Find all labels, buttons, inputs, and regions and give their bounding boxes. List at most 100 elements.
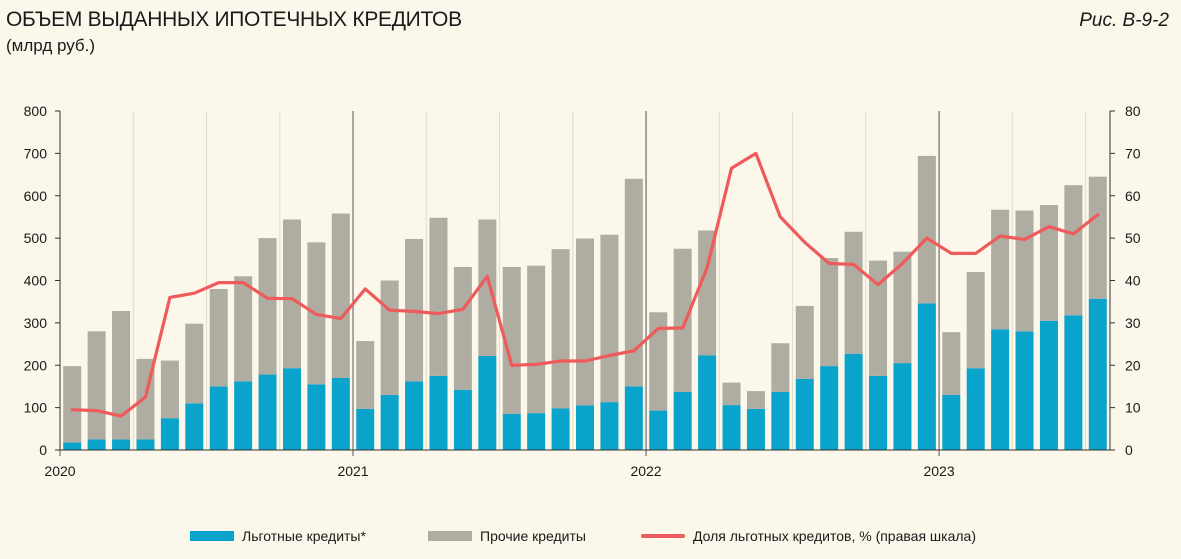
bar-preferential	[966, 368, 985, 450]
right-tick-label: 50	[1125, 230, 1141, 246]
bar-preferential	[282, 368, 301, 450]
legend-label-other: Прочие кредиты	[480, 528, 586, 544]
bar-other	[209, 288, 228, 387]
bar-preferential	[600, 402, 619, 450]
bar-other	[185, 323, 204, 404]
bar-other	[722, 382, 741, 406]
legend-swatch-preferential	[190, 531, 234, 541]
left-tick-label: 700	[24, 145, 48, 161]
bar-other	[160, 360, 179, 419]
bar-other	[673, 248, 692, 392]
bar-preferential	[820, 366, 839, 450]
left-tick-label: 600	[24, 188, 48, 204]
bar-preferential	[502, 413, 521, 450]
bar-preferential	[185, 403, 204, 450]
x-tick-label: 2021	[337, 463, 368, 479]
bar-preferential	[991, 329, 1010, 450]
bar-preferential	[331, 377, 350, 450]
bar-preferential	[1088, 298, 1107, 450]
legend-item-preferential: Льготные кредиты*	[190, 524, 366, 548]
legend-swatch-other	[428, 531, 472, 541]
bar-other	[380, 280, 399, 395]
bar-other	[600, 234, 619, 403]
bar-preferential	[160, 418, 179, 450]
bar-preferential	[1015, 331, 1034, 450]
left-tick-label: 0	[39, 442, 47, 458]
bar-other	[63, 366, 82, 443]
bar-preferential	[698, 355, 717, 450]
bar-other	[991, 209, 1010, 330]
bar-other	[453, 266, 472, 390]
right-tick-label: 30	[1125, 315, 1141, 331]
bar-preferential	[624, 386, 643, 450]
bar-preferential	[63, 442, 82, 450]
bar-other	[331, 213, 350, 378]
bar-other	[478, 219, 497, 356]
left-tick-label: 100	[24, 400, 48, 416]
bar-preferential	[478, 355, 497, 450]
left-tick-label: 500	[24, 230, 48, 246]
bar-other	[917, 155, 936, 304]
bar-preferential	[673, 391, 692, 450]
bar-other	[282, 219, 301, 369]
bar-preferential	[258, 374, 277, 450]
left-tick-label: 800	[24, 103, 48, 119]
legend-item-share: Доля льготных кредитов, % (правая шкала)	[641, 524, 976, 548]
right-tick-label: 80	[1125, 103, 1141, 119]
bar-preferential	[722, 405, 741, 450]
bar-preferential	[209, 386, 228, 450]
chart-legend: Льготные кредиты* Прочие кредиты Доля ль…	[0, 524, 1181, 548]
mortgage-chart: 0 100 200 300 400 500 600 700 800 0 10 20 30 40 50 60 70…	[24, 103, 1141, 479]
bar-preferential	[649, 410, 668, 450]
x-tick-label: 2023	[923, 463, 954, 479]
bar-other	[649, 312, 668, 411]
bar-other	[869, 260, 888, 376]
right-tick-label: 70	[1125, 145, 1141, 161]
bar-other	[527, 265, 546, 414]
bar-preferential	[1064, 315, 1083, 450]
bar-other	[942, 332, 961, 395]
bar-other	[234, 276, 253, 382]
bar-other	[87, 331, 106, 440]
bar-other	[1088, 176, 1107, 299]
share-line	[70, 151, 1100, 418]
bar-preferential	[771, 391, 790, 450]
bar-preferential	[795, 378, 814, 450]
right-tick-label: 40	[1125, 273, 1141, 289]
bar-preferential	[307, 384, 326, 450]
bar-preferential	[136, 439, 155, 450]
chart-subtitle: (млрд руб.)	[6, 36, 96, 55]
bar-preferential	[356, 408, 375, 450]
bar-other	[1015, 210, 1034, 332]
left-tick-label: 400	[24, 273, 48, 289]
bar-preferential	[551, 408, 570, 450]
left-tick-label: 300	[24, 315, 48, 331]
bar-preferential	[917, 303, 936, 450]
bar-other	[429, 217, 448, 376]
bar-other	[844, 231, 863, 354]
bar-preferential	[112, 439, 131, 450]
bar-other	[1039, 205, 1058, 321]
left-tick-label: 200	[24, 357, 48, 373]
bar-other	[698, 230, 717, 356]
right-tick-label: 0	[1125, 442, 1133, 458]
bar-preferential	[746, 408, 765, 450]
bar-other	[502, 266, 521, 414]
right-tick-label: 10	[1125, 400, 1141, 416]
bar-preferential	[87, 439, 106, 450]
bar-preferential	[893, 363, 912, 450]
bar-other	[576, 238, 594, 406]
figure-reference: Рис. В-9-2	[1079, 10, 1169, 31]
bar-preferential	[942, 394, 961, 450]
legend-swatch-share	[641, 534, 685, 538]
bar-other	[746, 391, 765, 409]
bar-preferential	[405, 381, 424, 450]
legend-label-preferential: Льготные кредиты*	[242, 528, 366, 544]
bar-preferential	[527, 413, 546, 450]
bar-preferential	[1039, 320, 1058, 450]
bar-other	[356, 341, 375, 409]
bar-preferential	[844, 353, 863, 450]
right-tick-label: 20	[1125, 357, 1141, 373]
x-tick-label: 2022	[630, 463, 661, 479]
bar-other	[771, 343, 790, 392]
